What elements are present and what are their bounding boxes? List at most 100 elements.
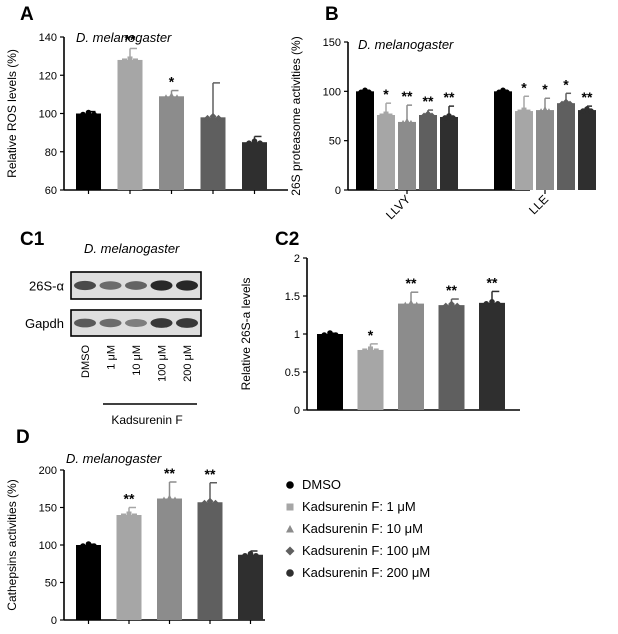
bar — [242, 142, 267, 190]
blot-band — [99, 318, 122, 328]
data-point — [402, 301, 409, 308]
data-point — [242, 552, 248, 559]
bar — [159, 96, 184, 190]
y-tick-label: 0 — [51, 615, 57, 627]
bar — [357, 349, 384, 410]
bar — [377, 115, 395, 190]
data-point — [538, 108, 545, 114]
y-tick-label: 2 — [294, 253, 300, 265]
data-point — [91, 543, 97, 549]
blot-row-label: Gapdh — [25, 316, 64, 331]
panel-label-C2: C2 — [275, 229, 299, 250]
blot-band — [125, 281, 147, 290]
panel-label-A: A — [20, 4, 34, 25]
data-point — [379, 113, 385, 119]
y-axis-label: Relative 26S-a levels — [239, 278, 253, 391]
y-tick-label: 50 — [329, 136, 341, 148]
significance-label: ** — [124, 491, 135, 507]
panel-title-B: D. melanogaster — [358, 37, 454, 52]
significance-label: ** — [446, 282, 457, 298]
significance-label: ** — [582, 89, 593, 105]
data-point — [172, 496, 178, 502]
data-point — [321, 332, 328, 338]
data-point — [327, 330, 333, 336]
data-point — [494, 301, 501, 307]
y-tick-label: 0 — [335, 185, 341, 197]
significance-label: ** — [487, 274, 498, 290]
blot-lane-label: 100 μM — [157, 345, 169, 382]
bar — [479, 302, 505, 410]
significance-label: ** — [444, 89, 455, 105]
y-tick-label: 50 — [45, 578, 57, 590]
significance-label: * — [383, 86, 389, 102]
significance-label: ** — [406, 275, 417, 291]
panel-label-C1: C1 — [20, 229, 45, 250]
data-point — [127, 56, 133, 62]
data-point — [126, 511, 132, 517]
y-tick-label: 1.5 — [285, 291, 300, 303]
panel-title-A: D. melanogaster — [76, 30, 172, 45]
data-point — [166, 494, 173, 500]
bar — [438, 305, 465, 410]
significance-label: * — [368, 327, 374, 343]
blot-band — [176, 318, 198, 328]
blot-lane-label: 1 μM — [106, 345, 118, 370]
data-point — [566, 100, 574, 108]
significance-label: * — [169, 74, 175, 90]
bar — [557, 103, 575, 190]
legend-label: DMSO — [302, 477, 341, 492]
y-tick-label: 1 — [294, 329, 300, 341]
data-point — [366, 89, 372, 96]
y-tick-label: 60 — [45, 185, 57, 197]
x-tick-label: LLVY — [383, 192, 413, 222]
bar — [398, 121, 416, 190]
bar — [117, 59, 143, 191]
data-point — [413, 301, 420, 308]
blot-lane-label: 200 μM — [182, 345, 194, 382]
data-point — [212, 499, 219, 507]
blot-band — [125, 319, 147, 327]
data-point — [542, 106, 548, 112]
bar — [238, 554, 263, 620]
significance-label: ** — [402, 88, 413, 104]
y-tick-label: 200 — [39, 465, 57, 477]
data-point — [408, 299, 414, 306]
data-point — [332, 332, 339, 338]
legend-label: Kadsurenin F: 10 μM — [302, 521, 423, 536]
significance-label: ** — [125, 31, 136, 47]
bar — [494, 91, 512, 190]
blot-band — [150, 280, 173, 291]
y-tick-label: 0 — [294, 405, 300, 417]
data-point — [517, 109, 523, 115]
data-point — [383, 111, 389, 117]
data-point — [450, 115, 456, 121]
bar — [398, 303, 424, 410]
data-point — [174, 94, 180, 100]
blot-lane-label: 10 μM — [131, 345, 143, 376]
blot-title: D. melanogaster — [84, 241, 180, 256]
data-point — [428, 112, 436, 120]
bar — [356, 91, 374, 190]
data-point — [362, 348, 368, 354]
y-tick-label: 140 — [39, 32, 57, 44]
significance-label: ** — [164, 465, 175, 481]
data-point — [133, 58, 138, 64]
data-point — [80, 111, 86, 118]
data-point — [215, 114, 222, 122]
data-point — [373, 348, 379, 354]
legend-label: Kadsurenin F: 100 μM — [302, 543, 430, 558]
data-point — [161, 496, 167, 502]
data-point — [407, 119, 414, 126]
significance-label: * — [521, 79, 527, 95]
data-point — [246, 140, 252, 146]
blot-band — [150, 318, 173, 328]
y-axis-label: Cathepsins activities (%) — [5, 479, 19, 610]
y-tick-label: 100 — [323, 86, 341, 98]
legend-label: Kadsurenin F: 200 μM — [302, 565, 430, 580]
bar — [200, 117, 226, 190]
y-tick-label: 100 — [39, 540, 57, 552]
blot-band — [74, 318, 96, 328]
bar — [515, 111, 533, 190]
panel-label-B: B — [325, 4, 339, 25]
